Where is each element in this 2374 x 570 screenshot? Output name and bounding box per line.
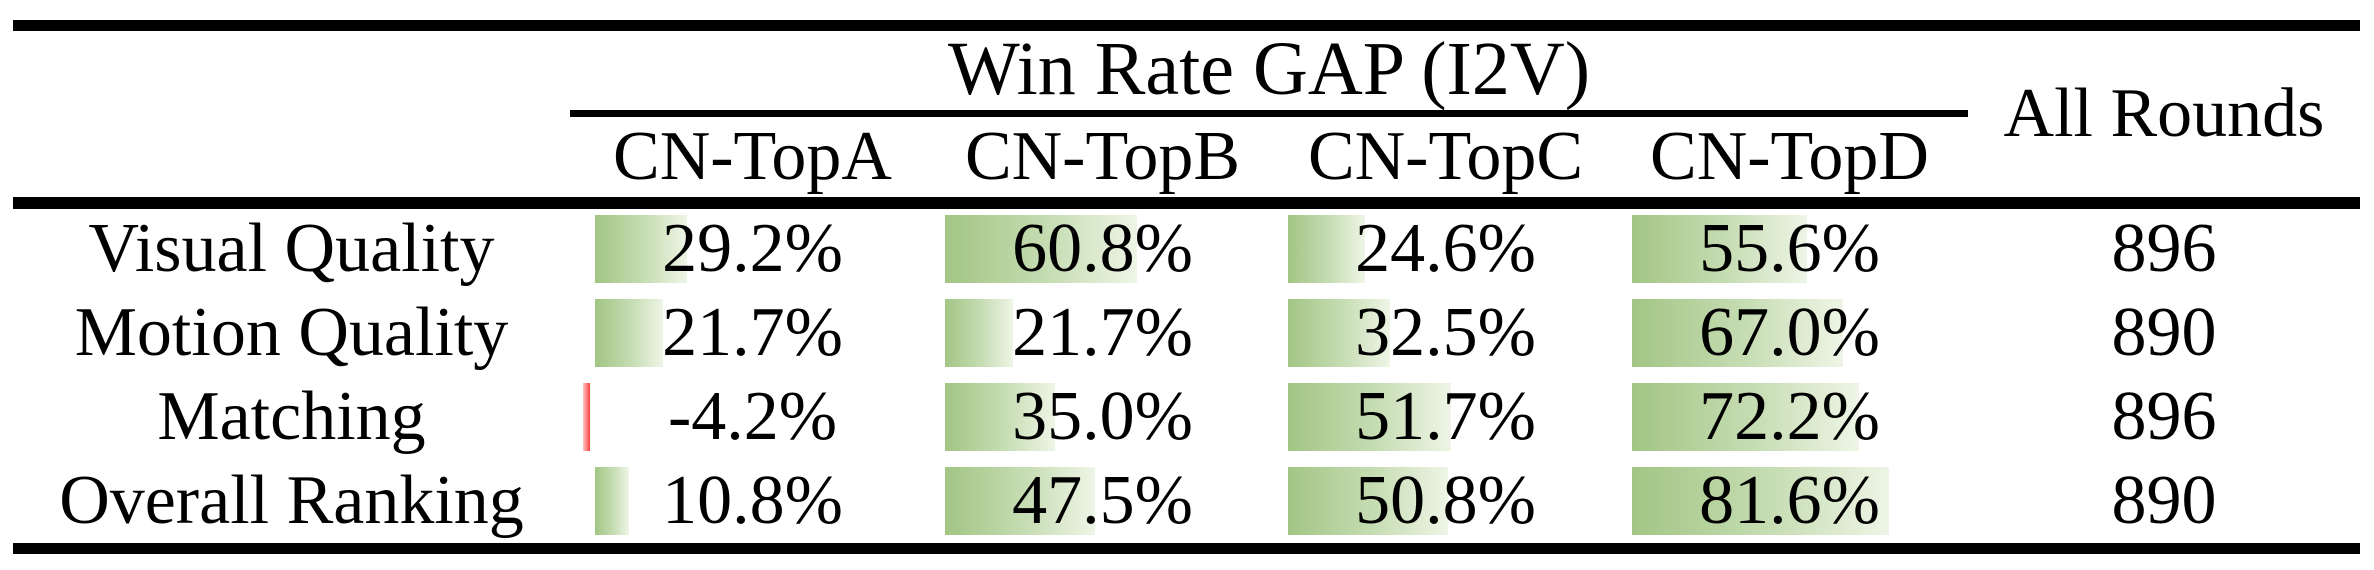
data-bar [1632,467,1890,535]
table-row: Overall Ranking 10.8% 47.5% 50.8% 81.6% … [0,459,2374,543]
table-cell: 60.8% [945,207,1260,291]
table-cell: 67.0% [1632,291,1947,375]
cell-value: 21.7% [1012,294,1193,371]
table-cell: 72.2% [1632,375,1947,459]
data-bar [1632,383,1860,451]
data-bar [595,299,664,367]
data-bar [1288,383,1451,451]
table-cell: 10.8% [595,459,910,543]
table-cell: 55.6% [1632,207,1947,291]
all-rounds-value: 890 [2111,294,2217,371]
cell-value: 55.6% [1699,210,1880,287]
data-bar [595,467,630,535]
data-bar [945,215,1137,283]
column-header-cn-topb: CN-TopB [964,118,1241,195]
column-header-cn-topa: CN-TopA [613,118,892,195]
table-cell: 32.5% [1288,291,1603,375]
table-rule-bottom [13,543,2360,554]
data-bar [1288,467,1449,535]
table-row: Matching -4.2% 35.0% 51.7% 72.2% 896 [0,375,2374,459]
all-rounds-value: 896 [2111,378,2217,455]
cell-value: 35.0% [1012,378,1193,455]
table-cell: 29.2% [595,207,910,291]
table-row: Motion Quality 21.7% 21.7% 32.5% 67.0% 8… [0,291,2374,375]
data-bar [945,467,1095,535]
cell-value: 51.7% [1355,378,1536,455]
cell-value: -4.2% [667,378,838,455]
cell-value: 10.8% [662,462,843,539]
negative-data-bar [583,383,590,451]
data-bar [1632,299,1844,367]
data-bar [945,299,1014,367]
column-header-cn-topc: CN-TopC [1307,118,1584,195]
cell-value: 32.5% [1355,294,1536,371]
column-header-cn-topd: CN-TopD [1650,118,1929,195]
cell-value: 81.6% [1699,462,1880,539]
table-row: Visual Quality 29.2% 60.8% 24.6% 55.6% 8… [0,207,2374,291]
table-rule-under-column-headers [13,197,2360,209]
table-rule-under-group-header [570,110,1968,117]
all-rounds-value: 896 [2111,210,2217,287]
cell-value: 60.8% [1012,210,1193,287]
cell-value: 21.7% [662,294,843,371]
table-cell: 21.7% [945,291,1260,375]
table-cell: -4.2% [583,375,910,459]
cell-value: 29.2% [662,210,843,287]
table-rule-top [13,20,2360,31]
table-cell: 50.8% [1288,459,1603,543]
row-label: Overall Ranking [59,462,524,539]
table-cell: 21.7% [595,291,910,375]
data-bar [595,215,687,283]
group-header-win-rate-gap: Win Rate GAP (I2V) [947,27,1591,111]
table-cell: 47.5% [945,459,1260,543]
table-cell: 81.6% [1632,459,1947,543]
cell-value: 72.2% [1699,378,1880,455]
table-cell: 35.0% [945,375,1260,459]
row-label: Visual Quality [88,210,495,287]
cell-value: 50.8% [1355,462,1536,539]
column-header-all-rounds: All Rounds [2003,75,2325,152]
cell-value: 47.5% [1012,462,1193,539]
data-bar [945,383,1056,451]
row-label: Motion Quality [74,294,509,371]
table-cell: 24.6% [1288,207,1603,291]
row-label: Matching [157,378,426,455]
table-cell: 51.7% [1288,375,1603,459]
cell-value: 24.6% [1355,210,1536,287]
data-bar [1288,215,1366,283]
cell-value: 67.0% [1699,294,1880,371]
data-bar [1288,299,1391,367]
all-rounds-value: 890 [2111,462,2217,539]
data-bar [1632,215,1808,283]
